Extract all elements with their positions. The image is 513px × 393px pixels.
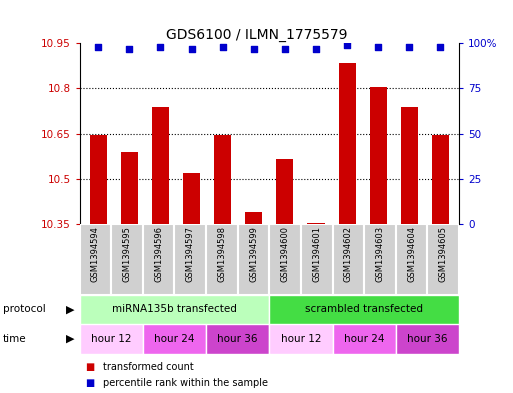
- Text: GSM1394594: GSM1394594: [91, 226, 100, 282]
- Text: ▶: ▶: [66, 305, 74, 314]
- Text: hour 12: hour 12: [281, 334, 321, 344]
- Bar: [238, 224, 269, 295]
- Text: protocol: protocol: [3, 305, 45, 314]
- Text: GSM1394601: GSM1394601: [312, 226, 321, 282]
- Bar: [277, 159, 293, 224]
- Point: [405, 44, 413, 50]
- Bar: [269, 295, 459, 324]
- Text: GSM1394605: GSM1394605: [439, 226, 448, 282]
- Bar: [332, 324, 396, 354]
- Point: [343, 42, 351, 48]
- Text: GSM1394596: GSM1394596: [154, 226, 163, 282]
- Point: [125, 46, 133, 52]
- Bar: [396, 324, 459, 354]
- Text: ▶: ▶: [66, 334, 74, 344]
- Bar: [206, 224, 238, 295]
- Text: GSM1394602: GSM1394602: [344, 226, 353, 282]
- Bar: [80, 324, 143, 354]
- Text: GSM1394600: GSM1394600: [281, 226, 290, 282]
- Bar: [121, 152, 138, 224]
- Point: [219, 44, 227, 50]
- Text: hour 24: hour 24: [154, 334, 194, 344]
- Bar: [339, 63, 356, 224]
- Text: GSM1394599: GSM1394599: [249, 226, 258, 282]
- Text: ■: ■: [85, 362, 94, 373]
- Bar: [143, 224, 174, 295]
- Point: [187, 46, 195, 52]
- Bar: [214, 135, 231, 224]
- Text: GSM1394597: GSM1394597: [186, 226, 195, 282]
- Bar: [152, 107, 169, 224]
- Text: transformed count: transformed count: [103, 362, 193, 373]
- Point: [437, 44, 445, 50]
- Text: GSM1394603: GSM1394603: [376, 226, 385, 282]
- Text: hour 24: hour 24: [344, 334, 384, 344]
- Bar: [80, 224, 111, 295]
- Point: [156, 44, 165, 50]
- Text: miRNA135b transfected: miRNA135b transfected: [112, 305, 237, 314]
- Bar: [301, 224, 332, 295]
- Text: hour 36: hour 36: [218, 334, 258, 344]
- Point: [250, 46, 258, 52]
- Text: hour 12: hour 12: [91, 334, 131, 344]
- Bar: [269, 224, 301, 295]
- Point: [374, 44, 382, 50]
- Bar: [370, 87, 387, 224]
- Bar: [174, 224, 206, 295]
- Text: scrambled transfected: scrambled transfected: [305, 305, 423, 314]
- Bar: [364, 224, 396, 295]
- Text: GSM1394598: GSM1394598: [218, 226, 226, 282]
- Bar: [269, 324, 332, 354]
- Point: [94, 44, 102, 50]
- Bar: [245, 212, 262, 224]
- Text: hour 36: hour 36: [407, 334, 448, 344]
- Bar: [396, 224, 427, 295]
- Text: GDS6100 / ILMN_1775579: GDS6100 / ILMN_1775579: [166, 28, 347, 42]
- Bar: [427, 224, 459, 295]
- Text: ■: ■: [85, 378, 94, 388]
- Bar: [401, 107, 418, 224]
- Bar: [111, 224, 143, 295]
- Point: [312, 46, 320, 52]
- Text: percentile rank within the sample: percentile rank within the sample: [103, 378, 268, 388]
- Bar: [307, 222, 325, 224]
- Bar: [206, 324, 269, 354]
- Text: GSM1394604: GSM1394604: [407, 226, 416, 282]
- Text: GSM1394595: GSM1394595: [123, 226, 131, 282]
- Bar: [183, 173, 200, 224]
- Bar: [332, 224, 364, 295]
- Text: time: time: [3, 334, 26, 344]
- Bar: [90, 135, 107, 224]
- Bar: [432, 135, 449, 224]
- Bar: [143, 324, 206, 354]
- Point: [281, 46, 289, 52]
- Bar: [80, 295, 269, 324]
